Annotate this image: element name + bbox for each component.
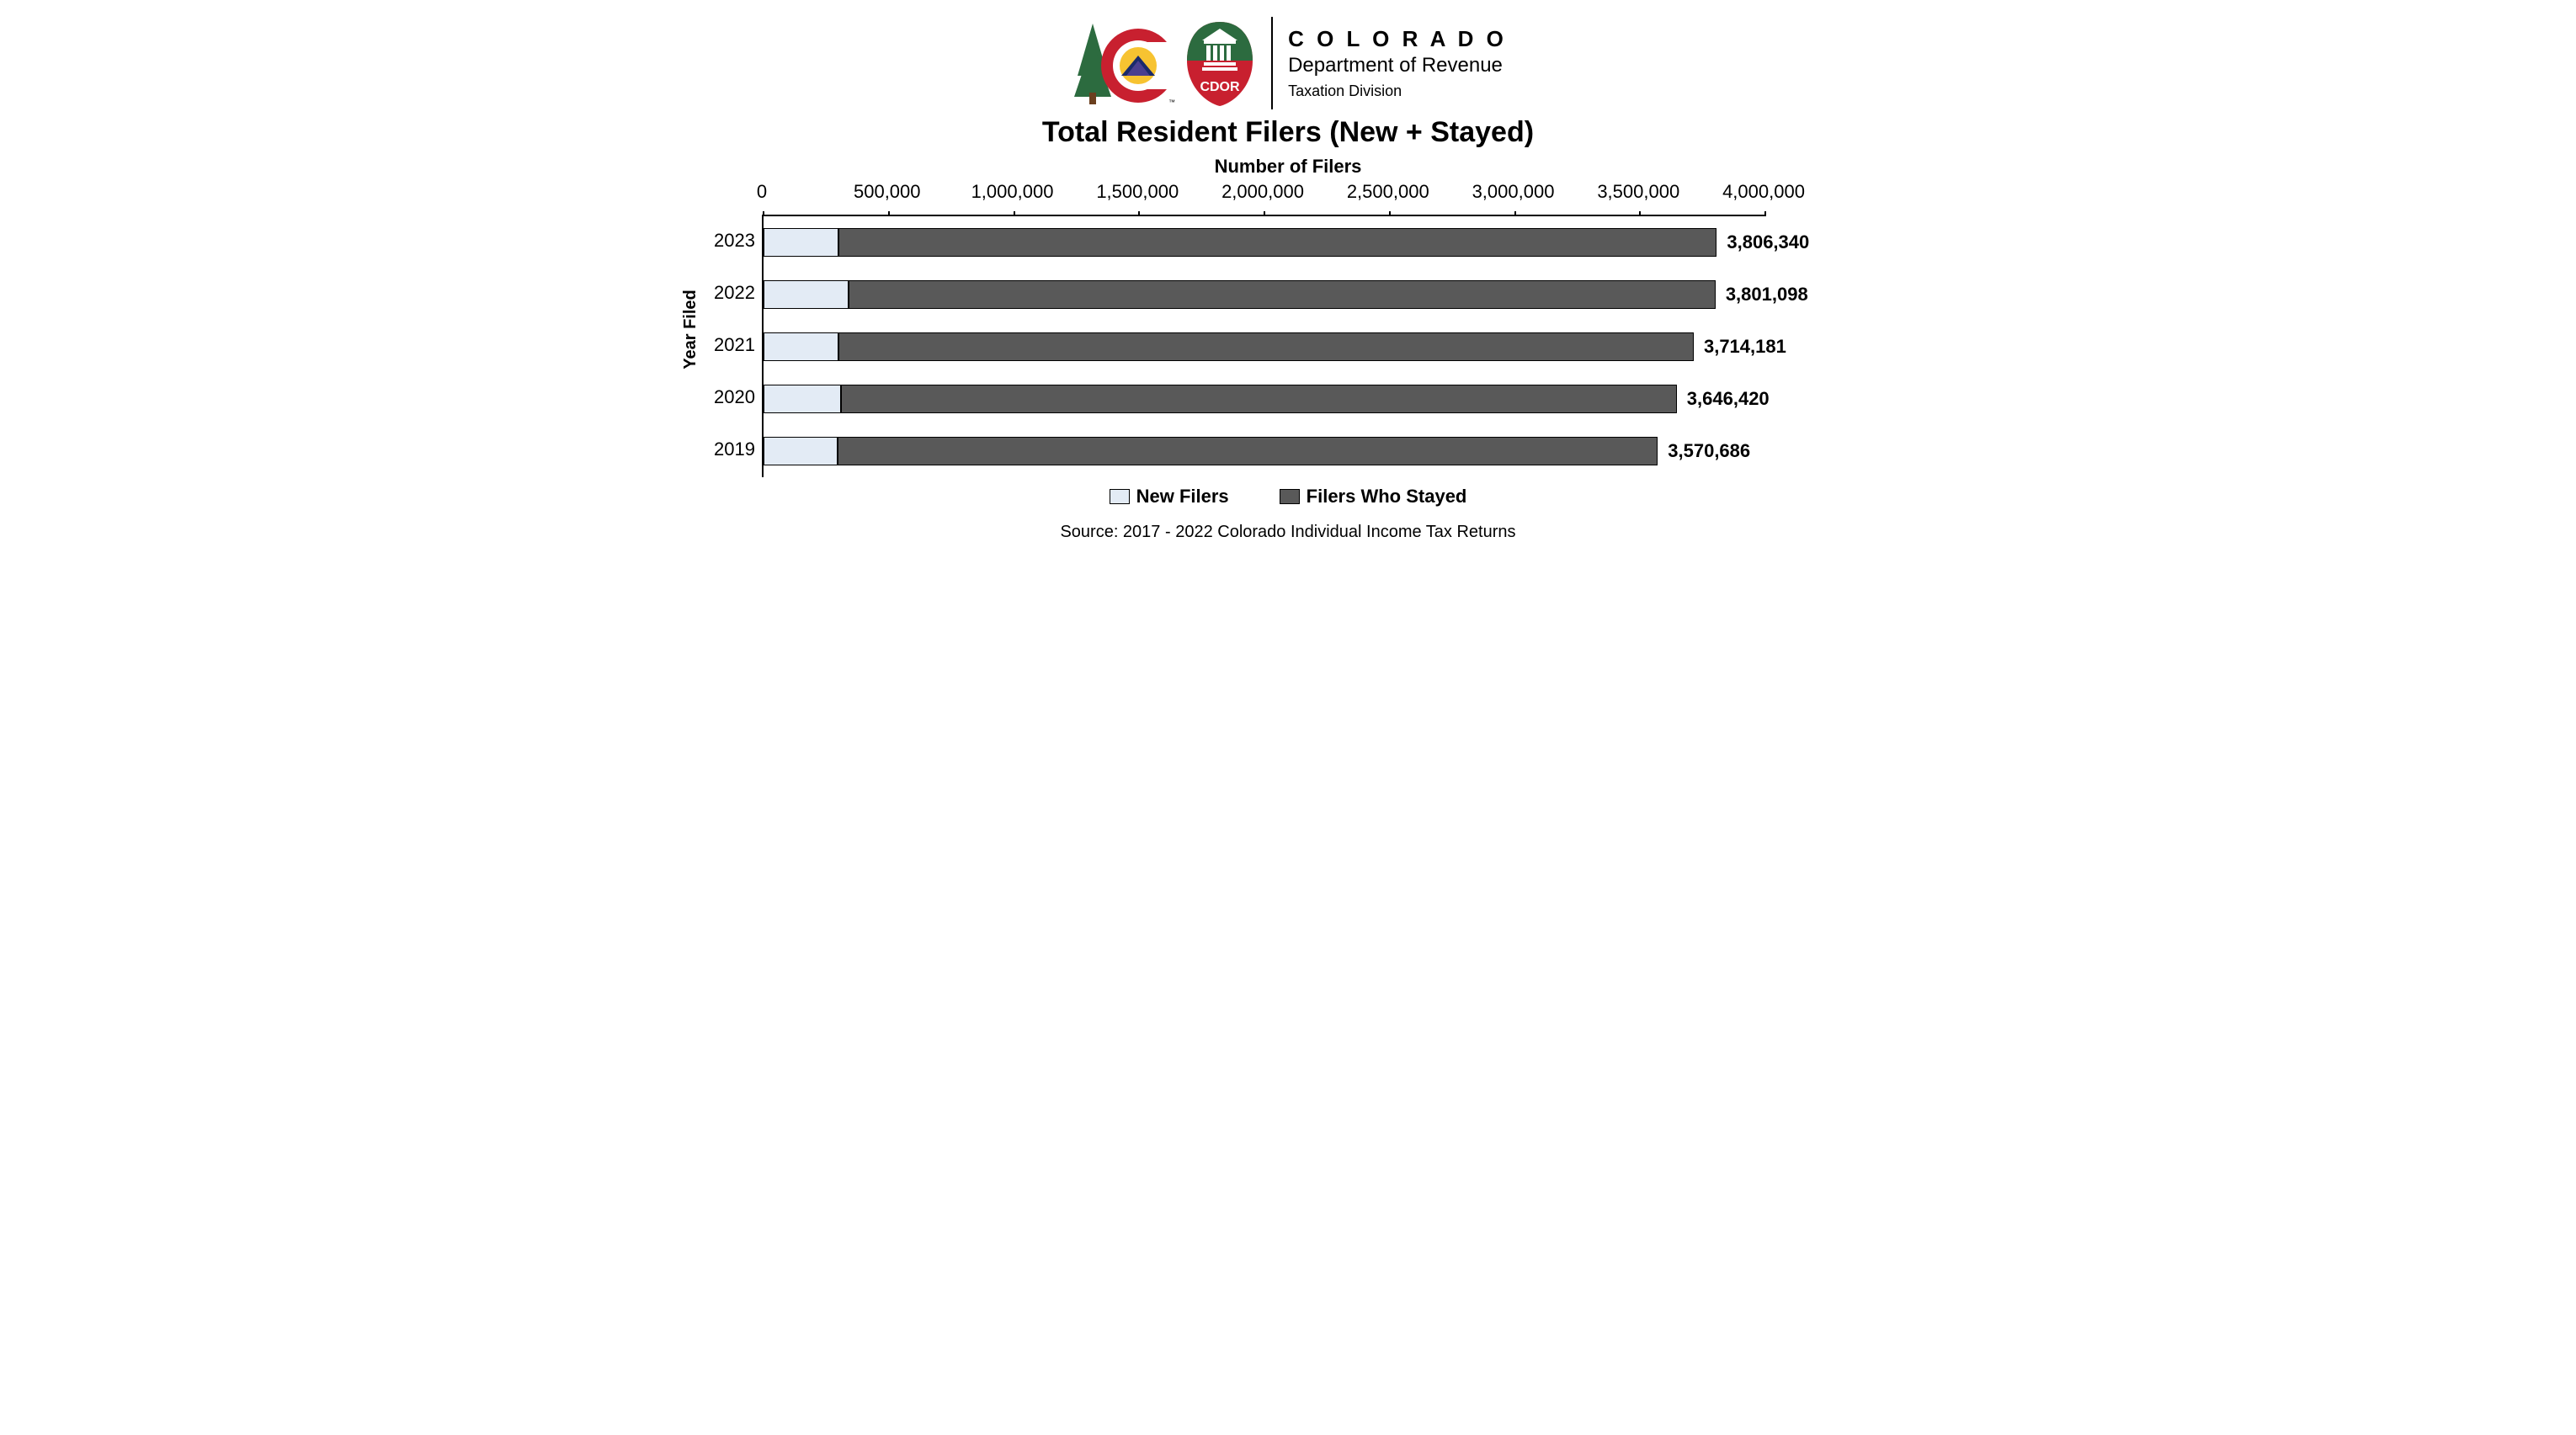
x-tick-label: 2,500,000 bbox=[1347, 181, 1429, 203]
bar-row: 3,801,098 bbox=[764, 268, 1765, 321]
header-text: C O L O R A D O Department of Revenue Ta… bbox=[1288, 26, 1507, 100]
y-category-label: 2023 bbox=[703, 215, 762, 267]
value-gutter bbox=[1789, 181, 1898, 477]
legend-swatch bbox=[1110, 489, 1130, 504]
legend-swatch bbox=[1280, 489, 1300, 504]
bar-row: 3,646,420 bbox=[764, 373, 1765, 425]
bar-segment bbox=[849, 280, 1716, 309]
bar-segment bbox=[764, 437, 838, 465]
x-tick-label: 0 bbox=[757, 181, 767, 203]
x-ticks: 0500,0001,000,0001,500,0002,000,0002,500… bbox=[762, 181, 1764, 215]
bar-total-label: 3,801,098 bbox=[1726, 284, 1808, 306]
cdor-badge-icon: CDOR bbox=[1184, 17, 1256, 109]
org-name: C O L O R A D O bbox=[1288, 26, 1507, 52]
legend-item: New Filers bbox=[1110, 486, 1229, 508]
bar-segment bbox=[838, 332, 1694, 361]
chart-title: Total Resident Filers (New + Stayed) bbox=[678, 116, 1898, 149]
x-tick-label: 3,500,000 bbox=[1597, 181, 1679, 203]
bar-row: 3,570,686 bbox=[764, 425, 1765, 477]
plot-area: 3,806,3403,801,0983,714,1813,646,420 3,57… bbox=[762, 215, 1765, 477]
y-axis-label: Year Filed bbox=[681, 290, 700, 369]
bar-segment bbox=[764, 228, 838, 257]
bar-segment bbox=[764, 385, 841, 413]
x-tick-label: 1,500,000 bbox=[1096, 181, 1179, 203]
bar-segment bbox=[838, 228, 1716, 257]
legend-label: New Filers bbox=[1136, 486, 1229, 508]
bar-row: 3,806,340 bbox=[764, 216, 1765, 268]
header: ™ CDOR C O L O R A D O Department of R bbox=[678, 17, 1898, 109]
x-tick-label: 4,000,000 bbox=[1722, 181, 1805, 203]
bar-total-label: 3,570,686 bbox=[1668, 440, 1750, 462]
bar-total-label: 3,646,420 bbox=[1687, 388, 1770, 410]
x-tick-label: 1,000,000 bbox=[971, 181, 1054, 203]
bar-total-label: 3,714,181 bbox=[1704, 336, 1786, 358]
chart: Year Filed 20232022202120202019 0 500,000… bbox=[678, 181, 1898, 477]
y-category-label: 2022 bbox=[703, 267, 762, 319]
y-category-label: 2019 bbox=[703, 423, 762, 476]
bar-segment bbox=[764, 280, 849, 309]
header-divider bbox=[1271, 17, 1273, 109]
source-text: Source: 2017 - 2022 Colorado Individual … bbox=[678, 523, 1898, 542]
x-axis-label: Number of Filers bbox=[678, 156, 1898, 178]
bar-segment bbox=[764, 332, 838, 361]
x-tick-label: 2,000,000 bbox=[1221, 181, 1304, 203]
svg-text:™: ™ bbox=[1168, 98, 1175, 106]
bar-row: 3,714,181 bbox=[764, 321, 1765, 373]
bar-segment bbox=[841, 385, 1677, 413]
y-category-label: 2021 bbox=[703, 319, 762, 371]
bar-segment bbox=[838, 437, 1658, 465]
bar-total-label: 3,806,340 bbox=[1727, 231, 1809, 253]
y-axis-label-container: Year Filed bbox=[678, 181, 703, 477]
y-category-label: 2020 bbox=[703, 371, 762, 423]
plot-column: 0500,0001,000,0001,500,0002,000,0002,500… bbox=[762, 181, 1789, 477]
legend-item: Filers Who Stayed bbox=[1280, 486, 1467, 508]
y-categories: 20232022202120202019 bbox=[703, 181, 762, 477]
x-tick-label: 3,000,000 bbox=[1472, 181, 1555, 203]
x-tick-label: 500,000 bbox=[854, 181, 921, 203]
page: ™ CDOR C O L O R A D O Department of R bbox=[644, 0, 1932, 567]
org-dept: Department of Revenue bbox=[1288, 54, 1507, 77]
badge-text: CDOR bbox=[1200, 80, 1241, 94]
colorado-c-logo-icon: ™ bbox=[1069, 17, 1179, 109]
logo-cluster: ™ CDOR bbox=[1069, 17, 1256, 109]
legend-label: Filers Who Stayed bbox=[1307, 486, 1467, 508]
org-division: Taxation Division bbox=[1288, 82, 1507, 100]
legend: New Filers Filers Who Stayed bbox=[678, 486, 1898, 508]
